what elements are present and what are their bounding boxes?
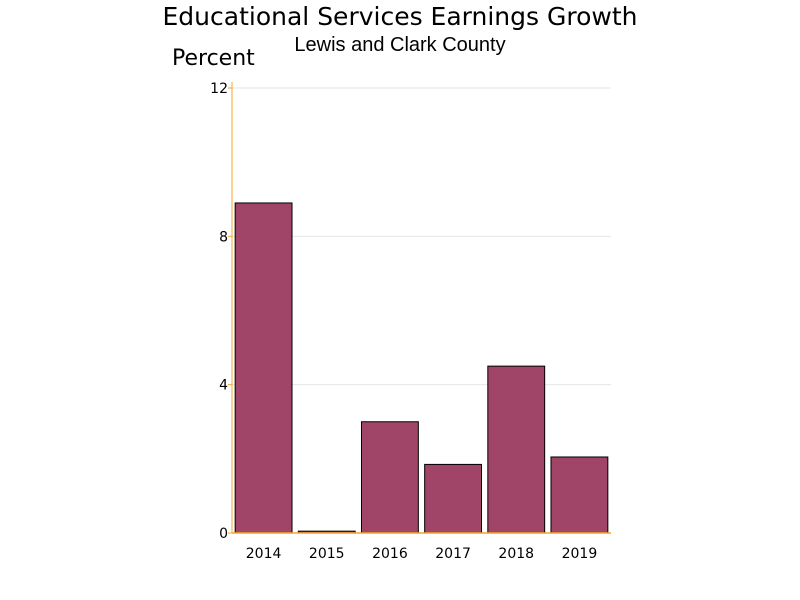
y-axis-label: Percent bbox=[172, 46, 255, 71]
x-tick-label-2015: 2015 bbox=[309, 546, 345, 562]
y-tick-label-12: 12 bbox=[210, 81, 228, 97]
chart-subtitle: Lewis and Clark County bbox=[294, 34, 506, 56]
bar-2016 bbox=[360, 421, 419, 534]
bar-2018 bbox=[487, 365, 546, 534]
x-tick-label-2017: 2017 bbox=[435, 546, 471, 562]
bar-2017 bbox=[424, 463, 483, 534]
chart-title: Educational Services Earnings Growth bbox=[162, 2, 638, 31]
bar-2019 bbox=[550, 456, 609, 534]
y-tick-label-0: 0 bbox=[219, 526, 228, 542]
x-tick-label-2018: 2018 bbox=[498, 546, 534, 562]
x-tick-label-2014: 2014 bbox=[246, 546, 282, 562]
x-tick-label-2019: 2019 bbox=[562, 546, 598, 562]
y-tick-label-4: 4 bbox=[219, 378, 228, 394]
bar-2014 bbox=[234, 202, 293, 534]
y-tick-label-8: 8 bbox=[219, 229, 228, 245]
x-tick-label-2016: 2016 bbox=[372, 546, 408, 562]
